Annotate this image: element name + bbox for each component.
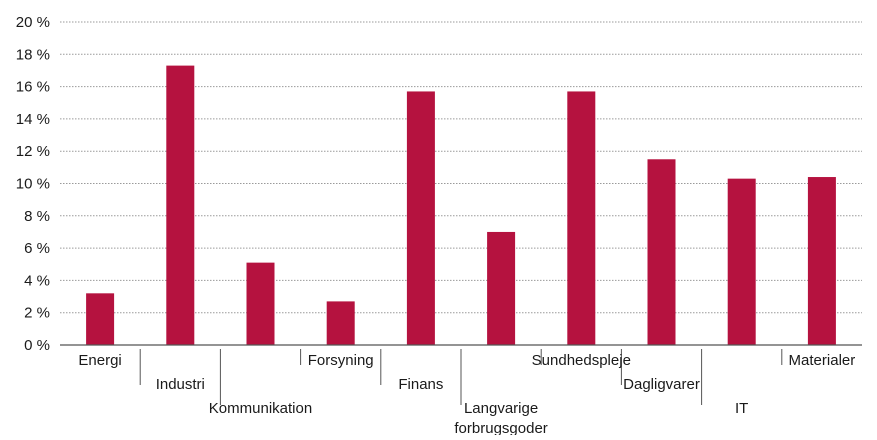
bar xyxy=(86,293,115,345)
label-layer: 0 % 2 % 4 % 6 % 8 % 10 % 12 % 14 % 16 % 18 % 20 % E… xyxy=(16,14,856,437)
x-tick-label: Langvarige xyxy=(464,400,538,417)
y-tick-label: 10 % xyxy=(16,176,50,193)
bar xyxy=(487,231,516,345)
y-tick-label: 2 % xyxy=(24,305,50,322)
x-tick-label: Sundhedspleje xyxy=(532,352,631,369)
y-tick-label: 8 % xyxy=(24,208,50,225)
bar xyxy=(727,178,756,345)
bar xyxy=(807,177,836,345)
x-tick-label: Industri xyxy=(156,376,205,393)
x-tick-label: Kommunikation xyxy=(209,400,312,417)
bar xyxy=(246,262,275,345)
bar xyxy=(406,91,435,345)
x-tick-label: forbrugsgoder xyxy=(454,420,547,435)
y-tick-label: 4 % xyxy=(24,272,50,289)
y-tick-label: 6 % xyxy=(24,240,50,257)
x-tick-label: Forsyning xyxy=(308,352,374,369)
y-tick-label: 0 % xyxy=(24,337,50,354)
y-tick-label: 14 % xyxy=(16,111,50,128)
axis-layer xyxy=(60,344,862,405)
x-tick-label: Energi xyxy=(78,352,121,369)
bar xyxy=(326,301,355,345)
x-tick-label: IT xyxy=(735,400,748,417)
bar xyxy=(166,65,195,345)
x-tick-label: Materialer xyxy=(789,352,856,369)
y-tick-label: 18 % xyxy=(16,46,50,63)
y-tick-label: 16 % xyxy=(16,79,50,96)
bar xyxy=(647,159,676,345)
bar xyxy=(567,91,596,345)
x-tick-label: Finans xyxy=(398,376,443,393)
y-tick-label: 12 % xyxy=(16,143,50,160)
y-tick-label: 20 % xyxy=(16,14,50,31)
bar-layer xyxy=(86,65,836,345)
x-tick-label: Dagligvarer xyxy=(623,376,700,393)
